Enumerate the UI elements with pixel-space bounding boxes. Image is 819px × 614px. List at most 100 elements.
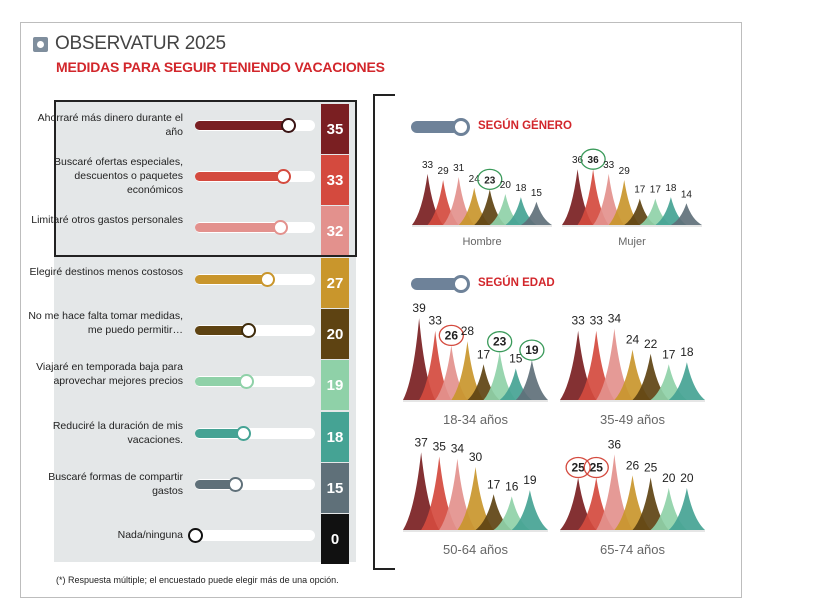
measure-knob	[276, 169, 291, 184]
measure-value: 19	[321, 360, 349, 410]
panel-label: 65-74 años	[600, 542, 666, 557]
peak-value-label: 36	[588, 155, 600, 166]
peak-value-label: 23	[493, 335, 507, 349]
peak-value-label: 18	[515, 183, 527, 194]
peak-mark	[443, 176, 475, 225]
peak-value-label: 29	[438, 166, 450, 177]
measure-track	[195, 428, 315, 439]
peak-value-label: 25	[644, 461, 658, 475]
measure-knob	[260, 272, 275, 287]
peak-value-label: 17	[662, 347, 676, 361]
peak-mark	[511, 490, 548, 530]
peak-value-label: 17	[650, 185, 662, 196]
peak-value-label: 20	[680, 471, 694, 485]
measure-value: 32	[321, 206, 349, 256]
highlight-circle	[477, 168, 503, 191]
brand-title: OBSERVATUR 2025	[55, 33, 226, 54]
peak-value-label: 22	[644, 337, 658, 351]
peak-value-label: 33	[422, 160, 434, 171]
measure-value: 35	[321, 104, 349, 154]
peak-mark	[632, 353, 669, 400]
measure-bar	[195, 275, 267, 284]
peak-value-label: 36	[608, 437, 622, 451]
peak-value-label: 18	[680, 345, 694, 359]
section-pill-genero	[411, 121, 459, 133]
measure-label: Nada/ninguna	[117, 529, 183, 541]
peak-value-label: 31	[453, 163, 465, 174]
measure-knob	[188, 528, 203, 543]
measure-bar	[195, 223, 281, 232]
section-pill-edad	[411, 278, 459, 290]
section-title-edad: SEGÚN EDAD	[478, 277, 555, 289]
peak-mark	[670, 203, 702, 225]
measure-knob	[228, 477, 243, 492]
peak-value-label: 15	[509, 352, 523, 366]
peak-value-label: 24	[626, 333, 640, 347]
measure-value: 18	[321, 412, 349, 462]
peak-value-label: 26	[445, 328, 459, 342]
measure-value: 20	[321, 309, 349, 359]
peak-value-label: 23	[484, 175, 496, 186]
peak-value-label: 19	[523, 473, 537, 487]
measure-label: Buscaré ofertas especiales, descuentos o…	[54, 156, 183, 196]
measure-label: Viajaré en temporada baja para aprovecha…	[36, 361, 183, 387]
peak-value-label: 17	[477, 347, 491, 361]
peak-value-label: 20	[662, 471, 676, 485]
peak-value-label: 28	[461, 324, 475, 338]
peak-mark	[520, 201, 552, 225]
panel-label: Hombre	[462, 236, 501, 248]
peak-mark	[632, 477, 669, 530]
highlight-circle	[487, 331, 513, 353]
highlight-circle	[583, 456, 609, 479]
peak-value-label: 29	[619, 166, 631, 177]
peak-value-label: 33	[571, 314, 585, 328]
peak-mark	[515, 360, 548, 400]
peak-mark	[608, 180, 640, 225]
panel-label: 18-34 años	[443, 412, 509, 427]
peak-value-label: 18	[665, 183, 677, 194]
measure-bar	[195, 377, 246, 386]
measure-track	[195, 479, 315, 490]
peak-value-label: 24	[469, 174, 481, 185]
peak-value-label: 26	[626, 458, 640, 472]
measure-label: Elegiré destinos menos costosos	[29, 266, 184, 278]
highlight-circle	[438, 324, 464, 347]
peak-mark	[419, 330, 452, 400]
peak-value-label: 39	[412, 301, 426, 315]
section-title-genero: SEGÚN GÉNERO	[478, 120, 572, 132]
panel-label: 35-49 años	[600, 412, 666, 427]
measure-bar	[195, 326, 249, 335]
measure-value: 27	[321, 258, 349, 308]
peak-value-label: 36	[572, 155, 584, 166]
peak-value-label: 33	[590, 314, 604, 328]
measure-value: 0	[321, 514, 349, 564]
peak-value-label: 19	[525, 343, 539, 357]
peak-value-label: 30	[469, 450, 483, 464]
peak-value-label: 17	[634, 185, 646, 196]
highlight-circle	[580, 148, 606, 170]
peak-value-label: 37	[414, 435, 428, 449]
measure-knob	[281, 118, 297, 133]
measure-knob	[238, 374, 254, 389]
highlight-circle	[519, 339, 545, 361]
peak-mark	[451, 341, 484, 400]
peak-value-label: 25	[590, 461, 604, 475]
section-knob-edad	[452, 275, 470, 293]
peak-value-label: 34	[451, 442, 465, 456]
highlight-circle	[565, 456, 591, 479]
peak-mark	[655, 197, 687, 225]
report-frame	[20, 22, 742, 598]
measure-bar	[195, 480, 235, 489]
footnote: (*) Respuesta múltiple; el encuestado pu…	[56, 575, 339, 585]
top-three-highlight-box	[54, 100, 357, 257]
measure-label: Buscaré formas de compartir gastos	[48, 471, 183, 497]
measure-bar	[195, 172, 283, 181]
breakdown-bracket	[373, 94, 395, 570]
measure-value: 15	[321, 463, 349, 513]
measure-bar	[195, 429, 243, 438]
measure-label: Limitaré otros gastos personales	[31, 214, 183, 226]
panel-label: Mujer	[618, 236, 646, 248]
section-knob-genero	[452, 118, 470, 136]
peak-value-label: 14	[681, 189, 693, 200]
